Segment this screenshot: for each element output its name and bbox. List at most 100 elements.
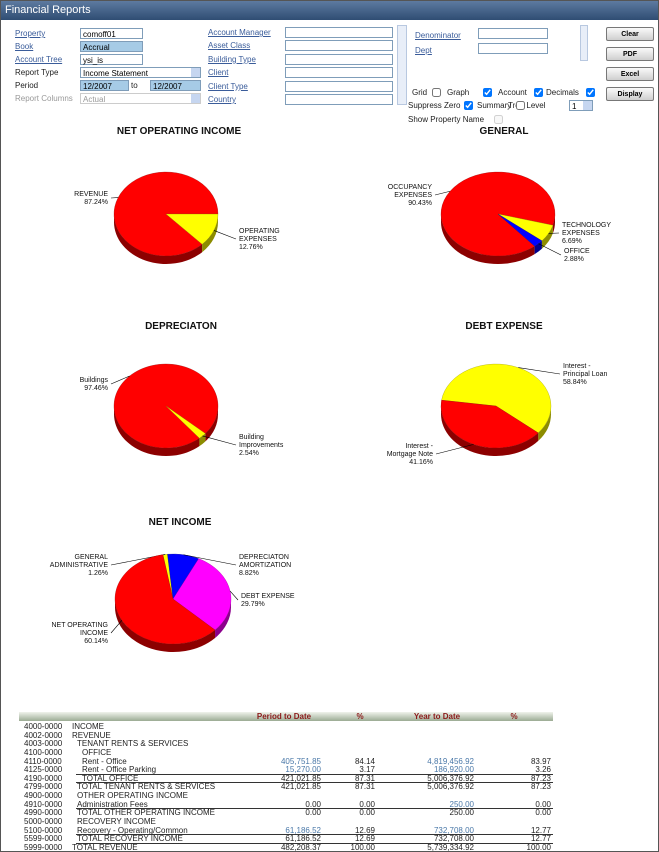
attribute-input[interactable]: [285, 80, 393, 92]
pie-slice-percent: 2.54%: [239, 450, 259, 457]
attribute-label[interactable]: Client: [208, 68, 229, 78]
cell-value: [285, 817, 375, 826]
cell-value: 3.26: [535, 765, 551, 775]
pie-side: [114, 214, 203, 265]
option-checkbox[interactable]: [464, 101, 473, 110]
cell-value: 3.17: [359, 765, 375, 775]
attribute-label[interactable]: Country: [208, 95, 237, 104]
pie-slice-percent: 29.79%: [241, 601, 265, 608]
total-rule: [76, 834, 553, 836]
pie-slice-percent: 90.43%: [408, 200, 432, 207]
book-input[interactable]: Accrual: [80, 41, 143, 52]
leader-line: [518, 367, 561, 375]
cell-value: 87.31: [354, 773, 375, 783]
cell-value: [461, 817, 551, 826]
tree-level-select[interactable]: 1: [569, 100, 593, 111]
option-label: Decimals: [546, 88, 579, 97]
pie-slice-label: EXPENSES: [239, 236, 277, 243]
cell-value[interactable]: 186,920.00: [433, 765, 474, 775]
report-type-select[interactable]: Income Statement: [80, 67, 201, 78]
row-label: RECOVERY INCOME: [77, 817, 156, 827]
cell-value: 0.00: [535, 808, 551, 818]
period-from[interactable]: 12/2007: [80, 80, 129, 91]
denominator-label[interactable]: Denominator: [415, 31, 461, 40]
option-checkbox[interactable]: [516, 101, 525, 110]
cell-value: 83.97: [530, 756, 551, 766]
leader-line: [110, 375, 130, 385]
row-label: REVENUE: [72, 730, 111, 740]
property-label[interactable]: Property: [15, 29, 46, 38]
pie-slice-label: OPERATING: [239, 228, 280, 235]
cell-value: [285, 791, 375, 800]
pie-slice-label: OFFICE: [564, 248, 590, 255]
attribute-scrollbar[interactable]: [397, 25, 407, 105]
option-checkbox[interactable]: [534, 88, 543, 97]
pie-title: DEPRECIATON: [145, 321, 217, 332]
attribute-label[interactable]: Building Type: [208, 54, 256, 64]
pie-side: [202, 214, 218, 253]
cell-value: 87.31: [354, 782, 375, 792]
report-columns-label: Report Columns: [15, 94, 73, 103]
pie-side: [441, 214, 535, 264]
pie-slice-percent: 6.69%: [562, 238, 582, 245]
cell-value[interactable]: 250.00: [449, 799, 474, 809]
cell-value[interactable]: 61,186.52: [285, 825, 321, 835]
pie-slice-label: Improvements: [239, 442, 284, 449]
pie-slice-label: Building: [239, 434, 264, 441]
cell-value: 250.00: [449, 808, 474, 818]
total-rule: [76, 782, 553, 784]
cell-value[interactable]: 405,751.85: [280, 756, 321, 766]
attribute-input[interactable]: [285, 94, 393, 105]
pie-slice-label: Interest -: [563, 363, 591, 370]
button[interactable]: Excel: [606, 67, 654, 81]
option-checkbox[interactable]: [432, 88, 441, 97]
button[interactable]: PDF: [606, 47, 654, 61]
account-tree-label[interactable]: Account Tree: [15, 55, 63, 64]
button[interactable]: Display: [606, 87, 654, 101]
cell-value: 100.00: [526, 842, 551, 852]
row-label: 4002-0000: [24, 730, 63, 740]
attribute-label[interactable]: Account Manager: [208, 28, 271, 37]
attribute-input[interactable]: [285, 40, 393, 52]
option-checkbox[interactable]: [586, 88, 595, 97]
pie-slice: [441, 363, 552, 434]
pie-slice-percent: 12.76%: [239, 244, 263, 251]
cell-value: 0.00: [359, 799, 375, 809]
row-label: 4990-0000: [24, 808, 63, 818]
attribute-label[interactable]: Client Type: [208, 81, 248, 91]
column-header: Year to Date: [413, 712, 461, 721]
pie-side: [552, 214, 555, 234]
row-label: Recovery - Operating/Common: [77, 825, 188, 835]
dept-scrollbar[interactable]: [580, 25, 588, 61]
attribute-label[interactable]: Asset Class: [208, 41, 251, 51]
dept-label[interactable]: Dept: [415, 46, 432, 55]
property-input[interactable]: comoff01: [80, 28, 143, 39]
cell-value[interactable]: 15,270.00: [285, 765, 321, 775]
account-tree-input[interactable]: ysi_is: [80, 54, 143, 65]
row-label: 4100-0000: [24, 747, 63, 757]
pie-side: [199, 433, 206, 447]
period-to[interactable]: 12/2007: [150, 80, 201, 91]
button[interactable]: Clear: [606, 27, 654, 41]
dept-input[interactable]: [478, 43, 548, 54]
book-label[interactable]: Book: [15, 42, 34, 51]
show-property-name-checkbox: [494, 115, 503, 124]
row-label: 5000-0000: [24, 817, 63, 827]
attribute-input[interactable]: [285, 67, 393, 79]
pie-slice-label: Principal Loan: [563, 371, 607, 378]
pie-slice-label: Mortgage Note: [387, 451, 433, 458]
row-label: TOTAL OFFICE: [82, 773, 139, 783]
pie-slice-percent: 1.26%: [88, 570, 108, 577]
pie-slice-label: REVENUE: [74, 191, 108, 198]
cell-value[interactable]: 732,708.00: [433, 825, 474, 835]
row-label: TENANT RENTS & SERVICES: [77, 739, 189, 749]
attribute-input[interactable]: [285, 53, 393, 65]
attribute-input[interactable]: [285, 27, 393, 38]
denominator-input[interactable]: [478, 28, 548, 39]
option-checkbox[interactable]: [483, 88, 492, 97]
row-label: 4799-0000: [24, 782, 63, 792]
cell-value[interactable]: 4,819,456.92: [427, 756, 474, 766]
period-label: Period: [15, 81, 39, 90]
column-header: Period to Date: [256, 712, 312, 721]
